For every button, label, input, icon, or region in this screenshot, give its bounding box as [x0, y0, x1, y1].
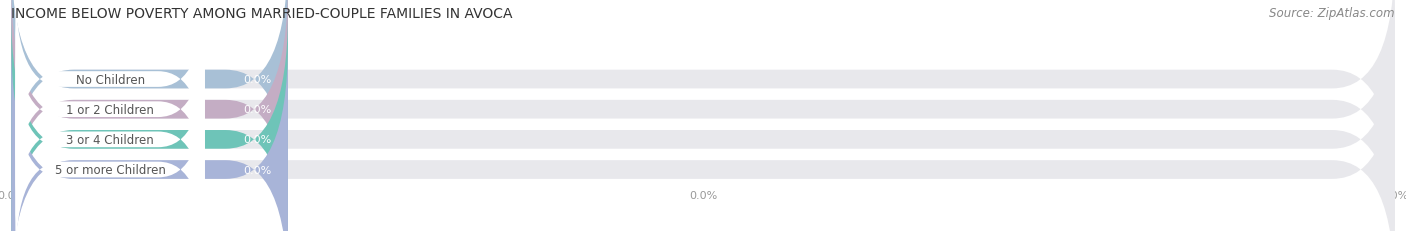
FancyBboxPatch shape [11, 0, 1395, 206]
FancyBboxPatch shape [11, 0, 1395, 231]
Text: 1 or 2 Children: 1 or 2 Children [66, 103, 155, 116]
FancyBboxPatch shape [15, 46, 205, 231]
Text: 0.0%: 0.0% [243, 135, 271, 145]
Text: No Children: No Children [76, 73, 145, 86]
Text: 0.0%: 0.0% [243, 75, 271, 85]
FancyBboxPatch shape [11, 14, 1395, 231]
FancyBboxPatch shape [15, 16, 205, 203]
FancyBboxPatch shape [11, 14, 288, 231]
FancyBboxPatch shape [11, 0, 288, 206]
Text: 3 or 4 Children: 3 or 4 Children [66, 133, 155, 146]
FancyBboxPatch shape [11, 44, 1395, 231]
Text: 0.0%: 0.0% [243, 165, 271, 175]
FancyBboxPatch shape [11, 44, 288, 231]
FancyBboxPatch shape [11, 0, 288, 231]
Text: 5 or more Children: 5 or more Children [55, 163, 166, 176]
Text: Source: ZipAtlas.com: Source: ZipAtlas.com [1270, 7, 1395, 20]
Text: INCOME BELOW POVERTY AMONG MARRIED-COUPLE FAMILIES IN AVOCA: INCOME BELOW POVERTY AMONG MARRIED-COUPL… [11, 7, 513, 21]
FancyBboxPatch shape [15, 76, 205, 231]
FancyBboxPatch shape [15, 0, 205, 173]
Text: 0.0%: 0.0% [243, 105, 271, 115]
